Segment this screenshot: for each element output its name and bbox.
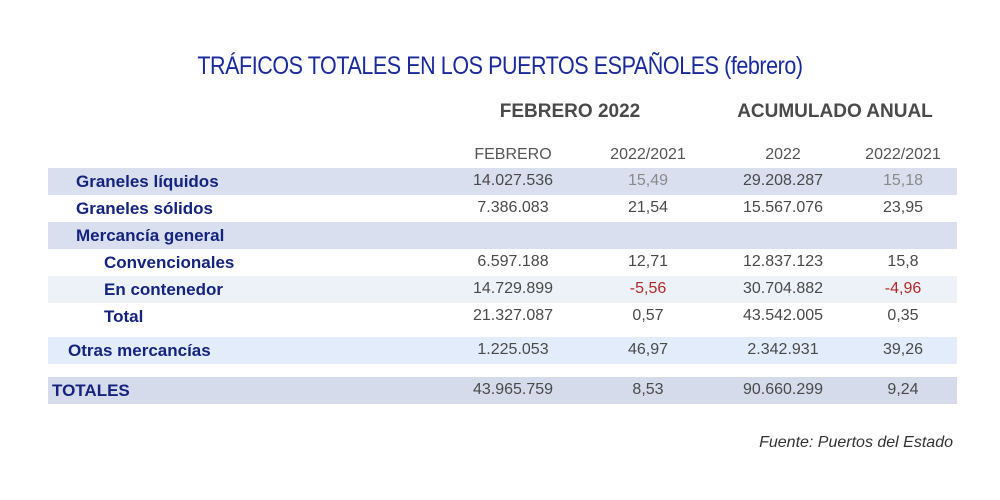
cell-feb-variation: 8,53 [632,381,664,398]
source-note: Fuente: Puertos del Estado [759,434,953,451]
cell-acumulado: 43.542.005 [742,307,824,324]
group-header-febrero-2022: FEBRERO 2022 [499,101,641,122]
table-row: Graneles sólidos 7.386.083 21,54 15.567.… [48,195,957,222]
cell-annual-variation: 15,18 [882,172,924,189]
cell-annual-variation: 23,95 [882,199,924,216]
cell-acumulado: 30.704.882 [742,280,824,297]
cell-febrero: 14.027.536 [472,172,554,189]
column-header-2022: 2022 [765,146,801,163]
column-header-annual-variation: 2022/2021 [865,146,941,163]
group-header-acumulado-anual: ACUMULADO ANUAL [737,101,933,122]
row-label: Graneles líquidos [76,172,219,191]
cell-feb-variation: 21,54 [627,199,669,216]
row-label: Convencionales [104,253,235,272]
row-label: Graneles sólidos [76,199,213,218]
table-row: Total 21.327.087 0,57 43.542.005 0,35 [48,303,957,330]
table-row: Graneles líquidos 14.027.536 15,49 29.20… [48,168,957,195]
cell-annual-variation: 39,26 [882,341,924,358]
row-label: TOTALES [52,381,130,400]
row-label: Otras mercancías [68,341,211,360]
cell-feb-variation: 15,49 [627,172,669,189]
cell-feb-variation: -5,56 [629,280,667,297]
cell-feb-variation: 0,57 [632,307,664,324]
row-label: Mercancía general [76,226,225,245]
column-header-feb-variation: 2022/2021 [610,146,686,163]
cell-febrero: 21.327.087 [472,307,554,324]
table-row: Otras mercancías 1.225.053 46,97 2.342.9… [48,337,957,364]
cell-feb-variation: 12,71 [627,253,669,270]
page-title: TRÁFICOS TOTALES EN LOS PUERTOS ESPAÑOLE… [197,52,803,80]
cell-febrero: 6.597.188 [477,253,549,270]
cell-acumulado: 29.208.287 [742,172,824,189]
row-label: Total [104,307,144,326]
table-row-totales: TOTALES 43.965.759 8,53 90.660.299 9,24 [48,377,957,404]
cell-annual-variation: -4,96 [884,280,922,297]
table-row: Convencionales 6.597.188 12,71 12.837.12… [48,249,957,276]
cell-febrero: 14.729.899 [472,280,554,297]
cell-annual-variation: 0,35 [887,307,919,324]
cell-febrero: 1.225.053 [477,341,549,358]
row-label: En contenedor [104,280,224,299]
column-header-febrero: FEBRERO [474,146,552,163]
cell-acumulado: 90.660.299 [742,381,824,398]
cell-acumulado: 2.342.931 [747,341,819,358]
table-row: En contenedor 14.729.899 -5,56 30.704.88… [48,276,957,303]
cell-acumulado: 12.837.123 [742,253,824,270]
cell-annual-variation: 9,24 [887,381,919,398]
cell-annual-variation: 15,8 [887,253,919,270]
cell-febrero: 7.386.083 [477,199,549,216]
cell-acumulado: 15.567.076 [742,199,824,216]
cell-febrero: 43.965.759 [472,381,554,398]
table-row: Mercancía general [48,222,957,249]
cell-feb-variation: 46,97 [627,341,669,358]
